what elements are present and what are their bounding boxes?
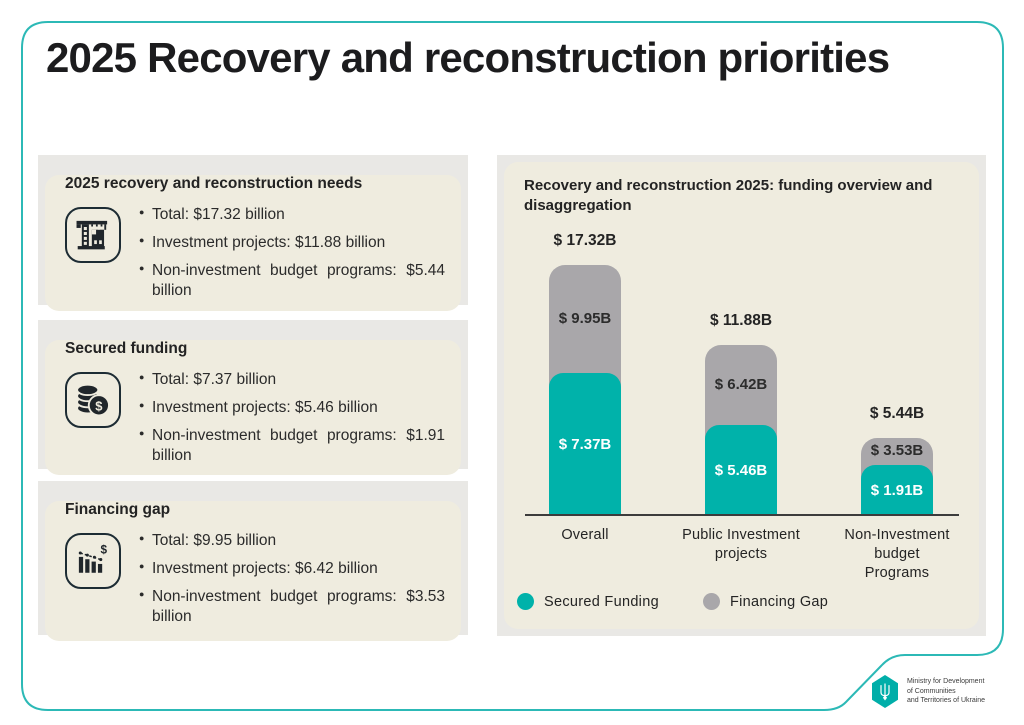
legend-dot-teal-icon (517, 593, 534, 610)
bullet-item: Total: $7.37 billion (139, 370, 445, 389)
needs-card-row: Total: $17.32 billion Investment project… (65, 203, 445, 309)
financing-gap-card-title: Financing gap (65, 501, 171, 518)
legend-dot-gray-icon (702, 593, 720, 610)
bullet-item: Total: $17.32 billion (139, 205, 445, 224)
bullet-item: Investment projects: $5.46 billion (139, 398, 445, 417)
bar-overall-secured-segment: $ 7.37B (549, 373, 621, 515)
financing-gap-card: Financing gap $ (38, 481, 468, 641)
legend-label: Secured Funding (544, 593, 659, 610)
legend-item-secured-funding: Secured Funding (517, 593, 659, 610)
svg-text:$: $ (95, 398, 103, 413)
bullet-item: Non-investment budget programs: $3.53 bi… (139, 587, 445, 625)
ministry-name: Ministry for Development of Communities … (907, 677, 985, 705)
category-line: Non-Investment (844, 527, 950, 543)
needs-card: 2025 recovery and reconstruction needs (38, 155, 468, 311)
financing-gap-bullet-list: Total: $9.95 billion Investment projects… (139, 531, 445, 635)
category-line: Overall (561, 527, 609, 543)
ministry-logo-block: Ministry for Development of Communities … (872, 675, 985, 708)
bar-public-investment-secured-segment: $ 5.46B (705, 425, 777, 515)
needs-bullet-list: Total: $17.32 billion Investment project… (139, 205, 445, 309)
financing-gap-value-label: $ 9.95B (558, 310, 612, 327)
total-label-non-investment: $ 5.44B (869, 405, 925, 422)
bullet-item: Investment projects: $11.88 billion (139, 233, 445, 252)
category-label-overall: Overall (498, 526, 672, 545)
category-label-public-investment: Public Investment projects (654, 526, 828, 564)
legend-label: Financing Gap (729, 593, 829, 610)
secured-value-label: $ 7.37B (558, 435, 612, 453)
crane-building-icon (65, 207, 121, 263)
funding-chart-card-inner: Recovery and reconstruction 2025: fundin… (504, 162, 979, 629)
x-axis-line (525, 514, 959, 516)
funding-chart-card: Recovery and reconstruction 2025: fundin… (497, 155, 986, 636)
total-label-investment: $ 11.88B (709, 312, 773, 329)
secured-value-label: $ 5.46B (714, 461, 768, 479)
needs-card-title: 2025 recovery and reconstruction needs (65, 175, 363, 192)
ministry-name-line: and Territories of Ukraine (907, 697, 986, 705)
page-title: 2025 Recovery and reconstruction priorit… (46, 34, 890, 81)
legend-item-financing-gap: Financing Gap (702, 593, 829, 610)
bullet-item: Investment projects: $6.42 billion (139, 559, 445, 578)
category-label-non-investment: Non-Investment budget Programs (810, 526, 984, 583)
ministry-name-line: of Communities (907, 687, 956, 695)
total-label-overall: $ 17.32B (553, 232, 617, 249)
chart-title: Recovery and reconstruction 2025: fundin… (524, 177, 933, 214)
financing-gap-value-label: $ 3.53B (870, 442, 924, 459)
secured-funding-card-inner: Secured funding $ Total: $7.37 billion I… (45, 340, 461, 475)
declining-bars-dollar-icon: $ (65, 533, 121, 589)
category-line: Programs (864, 565, 930, 582)
coins-dollar-icon: $ (65, 372, 121, 428)
financing-gap-value-label: $ 6.42B (714, 376, 768, 393)
bar-non-investment-secured-segment: $ 1.91B (861, 465, 933, 515)
secured-funding-card-title: Secured funding (65, 340, 188, 357)
chart-legend: Secured Funding Financing Gap (517, 593, 828, 610)
category-line: budget (874, 546, 920, 563)
category-line: Public Investment (682, 527, 800, 543)
financing-gap-card-row: $ Total: $9.95 billion Investment projec… (65, 529, 445, 635)
category-line: projects (714, 546, 768, 563)
ministry-name-line: Ministry for Development (907, 678, 985, 686)
bullet-item: Non-investment budget programs: $1.91 bi… (139, 426, 445, 464)
secured-funding-bullet-list: Total: $7.37 billion Investment projects… (139, 370, 445, 474)
bullet-item: Total: $9.95 billion (139, 531, 445, 550)
secured-value-label: $ 1.91B (870, 481, 924, 499)
ukraine-trident-icon (872, 675, 898, 708)
needs-card-inner: 2025 recovery and reconstruction needs (45, 175, 461, 311)
svg-text:$: $ (101, 543, 108, 556)
bullet-item: Non-investment budget programs: $5.44 bi… (139, 261, 445, 299)
secured-funding-card-row: $ Total: $7.37 billion Investment projec… (65, 368, 445, 474)
financing-gap-card-inner: Financing gap $ (45, 501, 461, 641)
secured-funding-card: Secured funding $ Total: $7.37 billion I… (38, 320, 468, 475)
